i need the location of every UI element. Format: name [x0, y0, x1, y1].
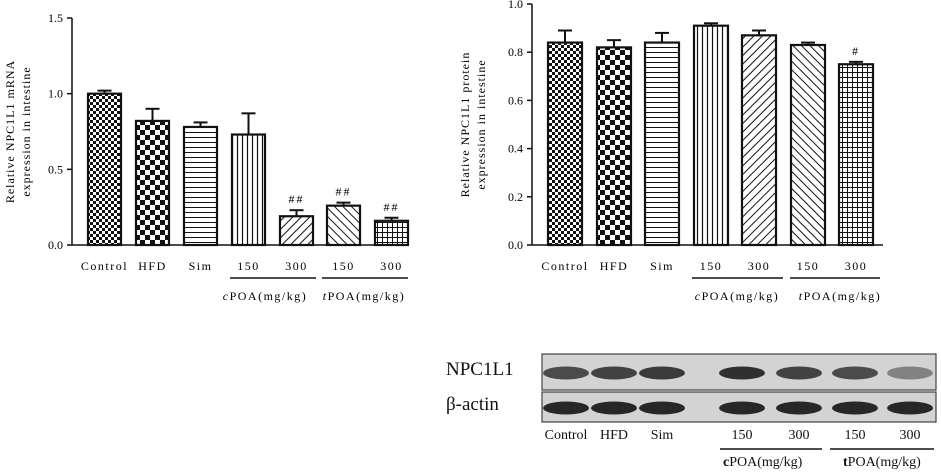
blot-band: [639, 401, 685, 415]
y-tick-label: 0.4: [508, 142, 523, 156]
x-tick-label: Sim: [189, 259, 213, 273]
blot-band: [887, 366, 933, 380]
x-tick-label: 150: [700, 259, 723, 273]
y-tick-label: 0.0: [48, 238, 63, 252]
bar: [134, 119, 171, 247]
x-tick-label: 150: [797, 259, 820, 273]
blot-band: [719, 366, 765, 380]
blot-row-label: β-actin: [446, 394, 499, 415]
bar: [789, 43, 827, 247]
x-tick-label: 150: [237, 259, 260, 273]
blot-group-label: cPOA(mg/kg): [723, 455, 802, 471]
y-tick-label: 1.5: [48, 11, 63, 25]
significance-label: ##: [289, 192, 305, 206]
bar: [373, 219, 410, 247]
blot-row-label: NPC1L1: [446, 359, 514, 380]
blot-band: [832, 366, 878, 380]
group-label: cPOA(mg/kg): [223, 289, 308, 303]
y-tick-label: 0.0: [508, 238, 523, 252]
group-unit: POA(mg/kg): [847, 455, 921, 470]
group-label: tPOA(mg/kg): [323, 289, 406, 303]
blot-lane-label: 300: [899, 428, 921, 443]
blot-lane-label: 150: [844, 428, 866, 443]
bar: [643, 41, 681, 247]
bar: [546, 41, 584, 247]
bar: [595, 46, 633, 247]
blot-band: [543, 366, 589, 380]
blot-lane-label: Sim: [650, 428, 674, 443]
blot-band: [543, 401, 589, 415]
blot-lane-label: 300: [788, 428, 810, 443]
y-tick-label: 1.0: [48, 87, 63, 101]
bar: [230, 133, 267, 247]
blot-lane-label: 150: [731, 428, 753, 443]
blot-band: [832, 401, 878, 415]
x-tick-label: 150: [332, 259, 355, 273]
y-axis-label: Relative NPC1L1 mRNA expression in intest…: [3, 60, 33, 203]
blot-lane-label: HFD: [599, 428, 629, 443]
blot-band: [887, 401, 933, 415]
group-label: tPOA(mg/kg): [799, 289, 882, 303]
blot-lane-label: Control: [544, 428, 588, 443]
y-tick-label: 0.8: [508, 45, 523, 59]
bar: [692, 24, 730, 247]
x-tick-label: Control: [541, 259, 588, 273]
y-axis-label: Relative NPC1L1 protein expression in int…: [458, 52, 488, 198]
group-unit: POA(mg/kg): [729, 455, 803, 470]
significance-label: ##: [384, 200, 400, 214]
group-label: cPOA(mg/kg): [695, 289, 780, 303]
bar: [182, 125, 219, 247]
y-tick-label: 0.2: [508, 190, 523, 204]
bar: [278, 215, 315, 247]
y-tick-label: 0.6: [508, 93, 523, 107]
x-tick-label: 300: [380, 259, 403, 273]
bar: [740, 34, 778, 247]
blot-band: [719, 401, 765, 415]
bar: [86, 92, 123, 247]
y-tick-label: 0.5: [48, 162, 63, 176]
blot-band: [591, 401, 637, 415]
bar: [325, 204, 362, 247]
x-tick-label: 300: [845, 259, 868, 273]
x-tick-label: 300: [748, 259, 771, 273]
x-tick-label: Control: [81, 259, 128, 273]
bar-charts: 0.0 0.5 1.0 1.5 Relative NPC1L1 mRNA expressi…: [3, 0, 883, 303]
bar-chart-protein: 0.0 0.2 0.4 0.6 0.8 1.0 Relative NPC1L1 protei…: [458, 0, 883, 303]
x-tick-label: Sim: [650, 259, 674, 273]
group-prefix: c: [723, 455, 730, 470]
x-tick-label: 300: [285, 259, 308, 273]
western-blot: [541, 353, 937, 450]
blot-band: [776, 401, 822, 415]
group-prefix: t: [843, 455, 848, 470]
significance-label: ##: [336, 185, 352, 199]
blot-group-label: tPOA(mg/kg): [843, 455, 921, 471]
y-tick-label: 1.0: [508, 0, 523, 11]
bar: [837, 63, 875, 247]
bar-chart-mRNA: 0.0 0.5 1.0 1.5 Relative NPC1L1 mRNA expressi…: [3, 11, 410, 303]
x-tick-label: HFD: [138, 259, 167, 273]
blot-band: [591, 366, 637, 380]
blot-band: [776, 366, 822, 380]
x-tick-label: HFD: [600, 259, 629, 273]
blot-band: [639, 366, 685, 380]
significance-label: #: [852, 44, 860, 58]
